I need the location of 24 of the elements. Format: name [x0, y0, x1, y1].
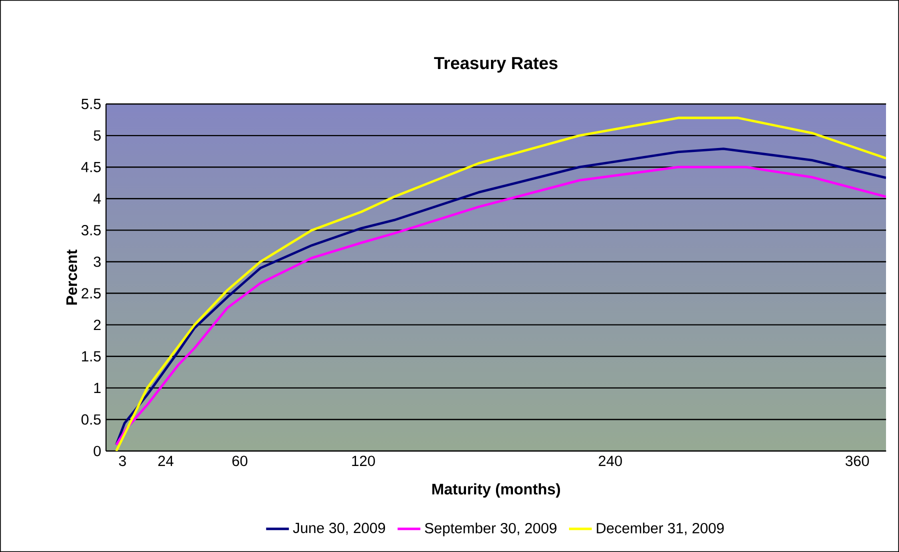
- x-tick-label: 60: [232, 456, 248, 466]
- y-tick-label: 0.5: [81, 414, 101, 425]
- x-tick-label: 120: [352, 456, 375, 466]
- y-tick-label: 3: [94, 256, 101, 267]
- y-tick-label: 1.5: [82, 351, 101, 362]
- x-tick-label: 360: [846, 456, 869, 466]
- x-tick-label: 24: [158, 456, 174, 466]
- y-tick-label: 1: [94, 382, 101, 393]
- y-tick-label: 4.5: [81, 162, 101, 172]
- y-tick-label: 5.5: [81, 98, 101, 110]
- y-tick-label: 5: [94, 130, 101, 141]
- legend-label: September 30, 2009: [424, 522, 556, 536]
- x-axis-title: Maturity (months): [432, 483, 560, 498]
- chart-title: Treasury Rates: [434, 57, 558, 73]
- legend-label: June 30, 2009: [292, 522, 386, 535]
- y-tick-label: 2: [94, 320, 101, 330]
- y-tick-label: 2.5: [82, 288, 101, 298]
- x-tick-label: 3: [118, 456, 126, 466]
- y-axis-title: Percent: [66, 250, 78, 305]
- y-tick-label: 0: [94, 446, 101, 456]
- legend-label: December 31, 2009: [596, 522, 724, 536]
- x-tick-label: 240: [598, 456, 622, 466]
- y-tick-label: 4: [93, 194, 101, 204]
- y-tick-label: 3.5: [81, 225, 101, 236]
